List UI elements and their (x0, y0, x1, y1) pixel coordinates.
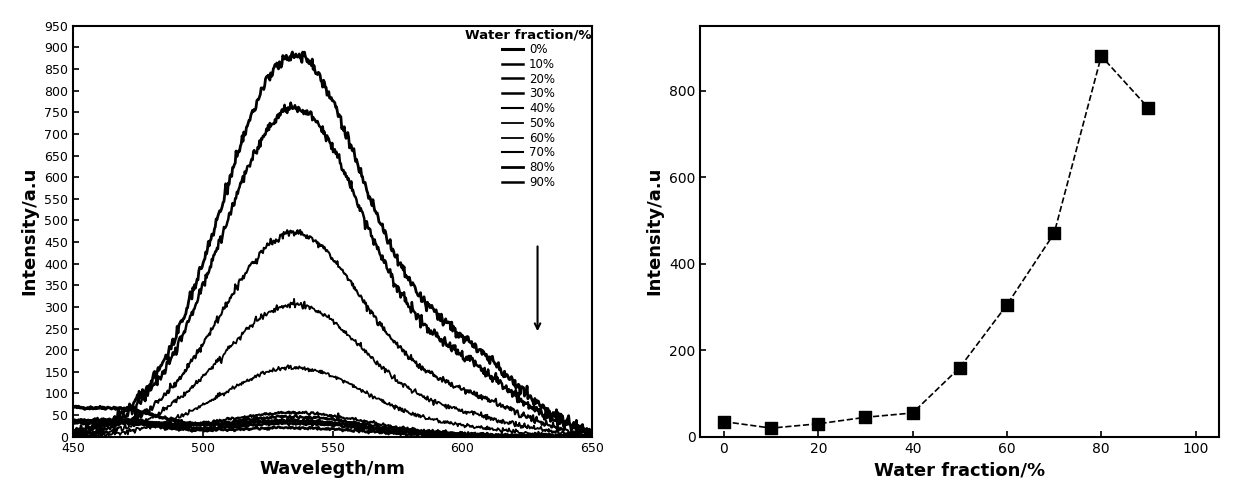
Y-axis label: Intensity/a.u: Intensity/a.u (646, 167, 663, 296)
Point (1044, 230, 1064, 237)
X-axis label: Water fraction/%: Water fraction/% (874, 461, 1045, 479)
X-axis label: Wavelegth/nm: Wavelegth/nm (259, 460, 405, 478)
Point (950, 364, 970, 372)
Y-axis label: Intensity/a.u: Intensity/a.u (21, 167, 38, 296)
Point (903, 409, 923, 417)
Point (856, 414, 875, 422)
Point (997, 301, 1017, 309)
Point (1138, 104, 1158, 112)
Point (761, 424, 781, 432)
Point (714, 418, 734, 426)
Point (808, 420, 828, 428)
Legend: 0%, 10%, 20%, 30%, 40%, 50%, 60%, 70%, 80%, 90%: 0%, 10%, 20%, 30%, 40%, 50%, 60%, 70%, 8… (460, 24, 596, 194)
Point (1091, 52, 1111, 60)
